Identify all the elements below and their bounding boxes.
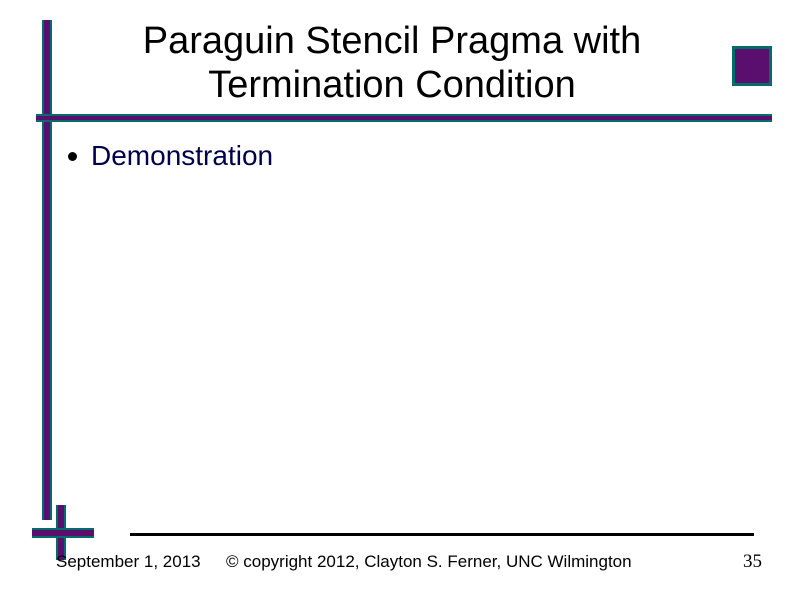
footer-date: September 1, 2013 bbox=[56, 552, 201, 572]
corner-square-inner bbox=[735, 49, 769, 83]
page-number: 35 bbox=[743, 551, 762, 573]
slide-title: Paraguin Stencil Pragma with Termination… bbox=[60, 20, 724, 107]
footer-rule bbox=[130, 533, 754, 536]
cross-horizontal-inner bbox=[32, 530, 94, 536]
bullet-row: Demonstration bbox=[68, 140, 273, 172]
footer-copyright: © copyright 2012, Clayton S. Ferner, UNC… bbox=[226, 552, 632, 572]
bullet-icon bbox=[68, 152, 77, 161]
bullet-text: Demonstration bbox=[91, 140, 273, 172]
vertical-accent-inner bbox=[44, 20, 50, 520]
slide: Paraguin Stencil Pragma with Termination… bbox=[0, 0, 794, 595]
title-rule-inner bbox=[36, 116, 772, 120]
